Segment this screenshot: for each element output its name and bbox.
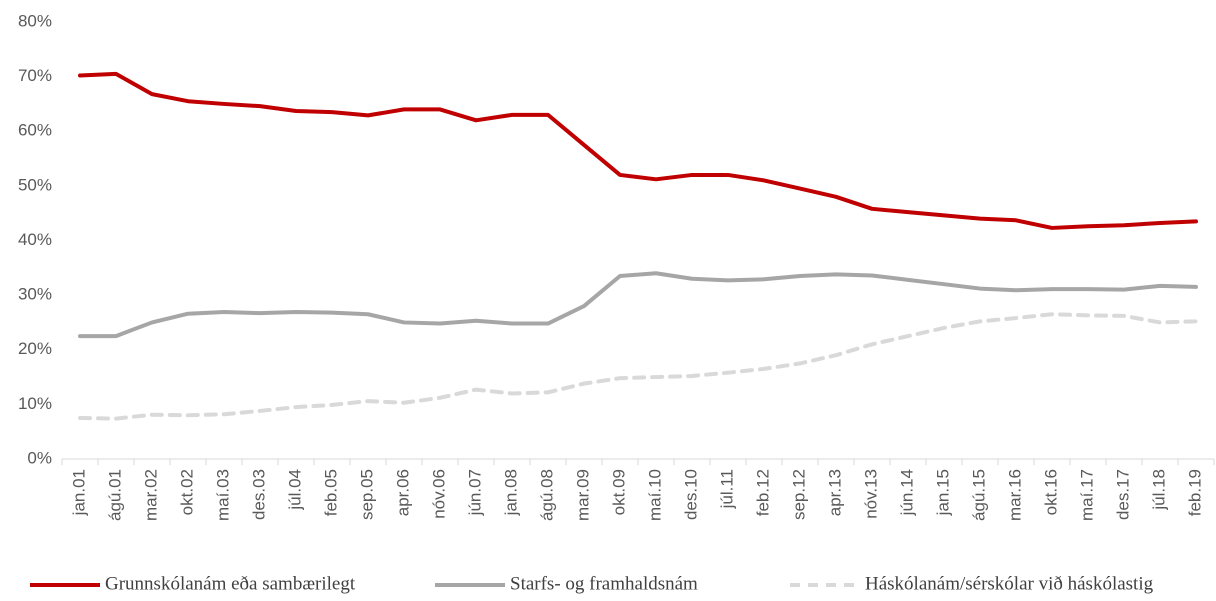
x-tick-label: feb.12 — [753, 469, 772, 516]
y-tick-label: 50% — [18, 175, 52, 194]
x-tick-label: jan.08 — [501, 469, 520, 516]
y-tick-label: 80% — [18, 11, 52, 30]
x-tick-label: jún.14 — [897, 469, 916, 516]
legend-label: Háskólanám/sérskólar við háskólastig — [865, 573, 1154, 594]
legend-label: Grunnskólanám eða sambærilegt — [105, 573, 356, 594]
x-tick-label: okt.16 — [1041, 469, 1060, 515]
y-tick-label: 10% — [18, 394, 52, 413]
y-tick-label: 0% — [27, 448, 52, 467]
x-tick-label: nóv.13 — [861, 469, 880, 519]
y-tick-label: 30% — [18, 285, 52, 304]
x-tick-label: jún.07 — [465, 469, 484, 516]
x-tick-label: des.10 — [681, 469, 700, 520]
x-tick-label: ágú.15 — [969, 469, 988, 521]
series-line — [78, 71, 1198, 230]
x-tick-label: nóv.06 — [429, 469, 448, 519]
x-tick-label: sep.12 — [789, 469, 808, 520]
x-tick-label: júl.18 — [1149, 469, 1168, 511]
x-tick-label: ágú.01 — [105, 469, 124, 521]
x-tick-label: okt.02 — [177, 469, 196, 515]
x-tick-label: mar.16 — [1005, 469, 1024, 521]
x-tick-label: apr.06 — [393, 469, 412, 516]
x-tick-label: feb.19 — [1185, 469, 1204, 516]
x-tick-label: feb.05 — [321, 469, 340, 516]
x-tick-label: maí.10 — [645, 469, 664, 521]
legend-label: Starfs- og framhaldsnám — [510, 573, 698, 594]
x-tick-label: mar.09 — [573, 469, 592, 521]
x-tick-label: júl.04 — [285, 469, 304, 511]
y-tick-label: 40% — [18, 230, 52, 249]
x-tick-label: júl.11 — [717, 469, 736, 509]
x-tick-label: maí.03 — [213, 469, 232, 521]
x-tick-label: mar.02 — [141, 469, 160, 521]
y-tick-label: 60% — [18, 121, 52, 140]
y-tick-label: 20% — [18, 339, 52, 358]
x-tick-label: jan.15 — [933, 469, 952, 516]
x-tick-label: maí.17 — [1077, 469, 1096, 521]
x-tick-label: apr.13 — [825, 469, 844, 516]
x-tick-label: okt.09 — [609, 469, 628, 515]
x-tick-label: des.03 — [249, 469, 268, 520]
x-tick-label: ágú.08 — [537, 469, 556, 521]
x-tick-label: jan.01 — [69, 469, 88, 516]
y-tick-label: 70% — [18, 66, 52, 85]
series-line — [78, 312, 1198, 421]
x-tick-label: sep.05 — [357, 469, 376, 520]
series-line — [78, 271, 1198, 339]
x-tick-label: des.17 — [1113, 469, 1132, 520]
